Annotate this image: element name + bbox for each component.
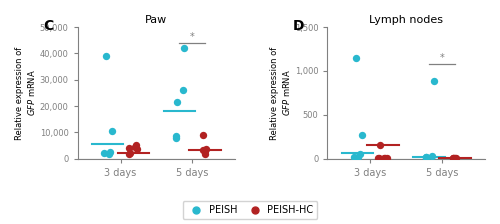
Point: [178, 88, 186, 92]
Point: [354, 156, 362, 159]
Point: [422, 155, 430, 159]
Point: [108, 129, 116, 133]
Point: [352, 56, 360, 60]
Point: [202, 149, 209, 153]
Point: [380, 156, 388, 160]
Point: [106, 150, 114, 154]
Text: D: D: [292, 19, 304, 33]
Text: C: C: [43, 19, 53, 33]
Point: [102, 54, 110, 58]
Point: [125, 152, 133, 156]
Point: [132, 143, 140, 147]
Point: [449, 156, 457, 160]
Point: [449, 156, 457, 159]
Point: [202, 147, 210, 150]
Point: [452, 156, 460, 160]
Point: [382, 156, 390, 160]
Point: [180, 46, 188, 50]
Point: [124, 146, 132, 150]
Legend: PEISH, PEISH-HC: PEISH, PEISH-HC: [182, 201, 318, 219]
Point: [200, 133, 207, 137]
Point: [100, 151, 108, 155]
Point: [422, 157, 430, 160]
Point: [374, 156, 382, 160]
Text: *: *: [190, 32, 194, 42]
Point: [383, 156, 391, 160]
Y-axis label: Relative expression of
$\it{GFP}$ mRNA: Relative expression of $\it{GFP}$ mRNA: [15, 46, 37, 140]
Point: [376, 143, 384, 146]
Point: [200, 152, 208, 156]
Point: [130, 145, 138, 149]
Point: [451, 156, 459, 160]
Point: [172, 136, 180, 139]
Text: *: *: [440, 53, 444, 63]
Point: [172, 134, 180, 138]
Title: Lymph nodes: Lymph nodes: [369, 15, 443, 25]
Point: [133, 147, 141, 150]
Title: Paw: Paw: [146, 15, 168, 25]
Point: [428, 154, 436, 158]
Point: [375, 156, 383, 160]
Point: [350, 155, 358, 159]
Point: [422, 156, 430, 159]
Point: [172, 100, 180, 104]
Y-axis label: Relative expression of
$\it{GFP}$ mRNA: Relative expression of $\it{GFP}$ mRNA: [270, 46, 292, 140]
Point: [358, 133, 366, 137]
Point: [126, 151, 134, 155]
Point: [199, 149, 207, 152]
Point: [356, 152, 364, 156]
Point: [104, 152, 112, 156]
Point: [450, 156, 458, 160]
Point: [430, 80, 438, 83]
